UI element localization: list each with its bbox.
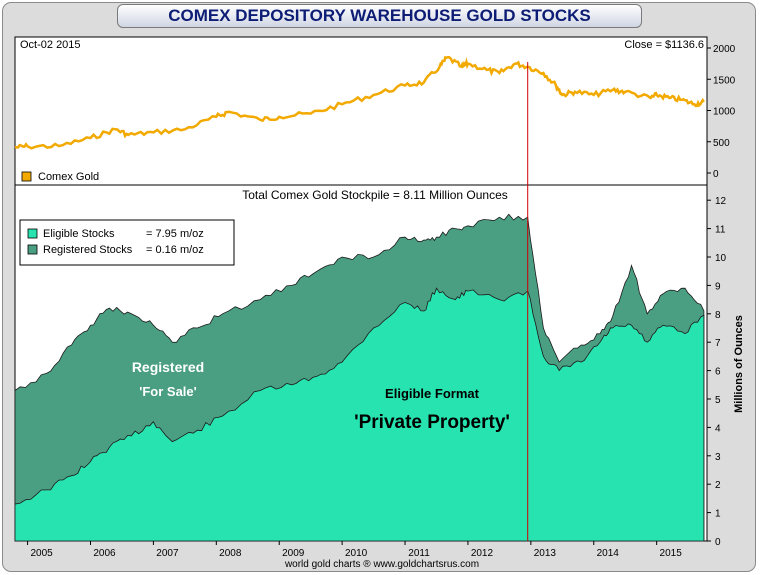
top-y-tick-label: 1500 bbox=[713, 75, 736, 86]
chart-title: COMEX DEPOSITORY WAREHOUSE GOLD STOCKS bbox=[117, 4, 642, 28]
x-tick-label: 2011 bbox=[408, 548, 430, 559]
y-axis-label: Millions of Ounces bbox=[733, 315, 745, 413]
registered-legend-swatch bbox=[27, 244, 38, 255]
x-tick-label: 2012 bbox=[471, 548, 494, 559]
x-tick-label: 2005 bbox=[30, 548, 53, 559]
bottom-y-tick-label: 5 bbox=[715, 395, 721, 406]
x-tick-label: 2015 bbox=[660, 548, 683, 559]
x-tick-label: 2009 bbox=[282, 548, 305, 559]
bottom-y-tick-label: 11 bbox=[715, 225, 726, 236]
eligible-legend-swatch bbox=[27, 228, 38, 239]
registered-legend-value: = 0.16 m/oz bbox=[146, 244, 204, 256]
private-property-annotation: 'Private Property' bbox=[354, 412, 510, 433]
x-tick-label: 2006 bbox=[93, 548, 116, 559]
legend-box bbox=[19, 219, 235, 266]
gold-legend-swatch bbox=[21, 171, 32, 182]
x-tick-label: 2007 bbox=[156, 548, 179, 559]
top-y-tick-label: 1000 bbox=[713, 107, 736, 118]
bottom-y-tick-label: 7 bbox=[715, 338, 721, 349]
eligible-stocks-area bbox=[14, 287, 705, 542]
bottom-y-tick-label: 8 bbox=[715, 310, 721, 321]
eligible-legend-value: = 7.95 m/oz bbox=[146, 228, 204, 240]
bottom-y-tick-label: 0 bbox=[715, 537, 721, 548]
top-plot-area bbox=[14, 36, 708, 186]
top-y-tick-label: 500 bbox=[713, 138, 730, 149]
gold-legend-label: Comex Gold bbox=[38, 171, 99, 183]
bottom-y-tick-label: 2 bbox=[715, 480, 721, 491]
footer-credit: world gold charts ® www.goldchartsrus.co… bbox=[284, 559, 479, 570]
x-tick-label: 2013 bbox=[534, 548, 557, 559]
bottom-y-tick-label: 12 bbox=[715, 196, 727, 207]
bottom-y-tick-label: 1 bbox=[715, 509, 721, 520]
bottom-y-tick-label: 9 bbox=[715, 281, 721, 292]
bottom-y-tick-label: 4 bbox=[715, 423, 721, 434]
x-tick-label: 2014 bbox=[597, 548, 620, 559]
for-sale-annotation: 'For Sale' bbox=[139, 384, 196, 399]
top-y-tick-label: 2000 bbox=[713, 44, 736, 55]
eligible-legend-label: Eligible Stocks bbox=[43, 228, 115, 240]
eligible-format-annotation: Eligible Format bbox=[385, 386, 480, 401]
registered-annotation: Registered bbox=[132, 359, 204, 375]
x-tick-label: 2010 bbox=[345, 548, 368, 559]
registered-legend-label: Registered Stocks bbox=[43, 244, 133, 256]
bottom-y-tick-label: 10 bbox=[715, 253, 727, 264]
bottom-y-tick-label: 3 bbox=[715, 452, 721, 463]
bottom-y-tick-label: 6 bbox=[715, 367, 721, 378]
close-label: Close = $1136.6 bbox=[624, 39, 704, 51]
stockpile-header: Total Comex Gold Stockpile = 8.11 Millio… bbox=[242, 188, 508, 202]
top-y-tick-label: 0 bbox=[713, 169, 719, 180]
x-tick-label: 2008 bbox=[219, 548, 242, 559]
date-label: Oct-02 2015 bbox=[20, 39, 81, 51]
gold-price-line bbox=[14, 55, 705, 150]
